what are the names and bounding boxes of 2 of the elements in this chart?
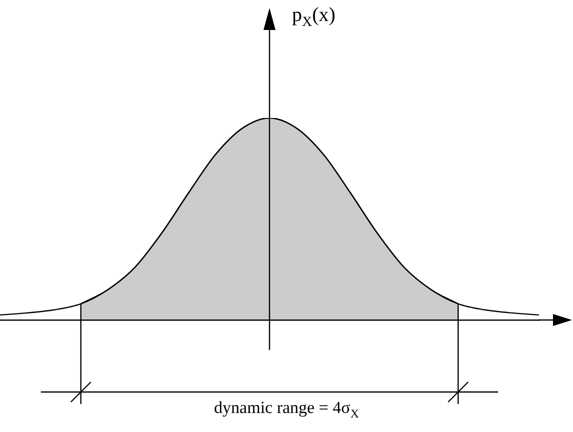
y-axis-title: p$_{X}$(x) bbox=[292, 4, 336, 31]
text: dynamic range = 4σ$_{X}$ bbox=[213, 398, 360, 422]
